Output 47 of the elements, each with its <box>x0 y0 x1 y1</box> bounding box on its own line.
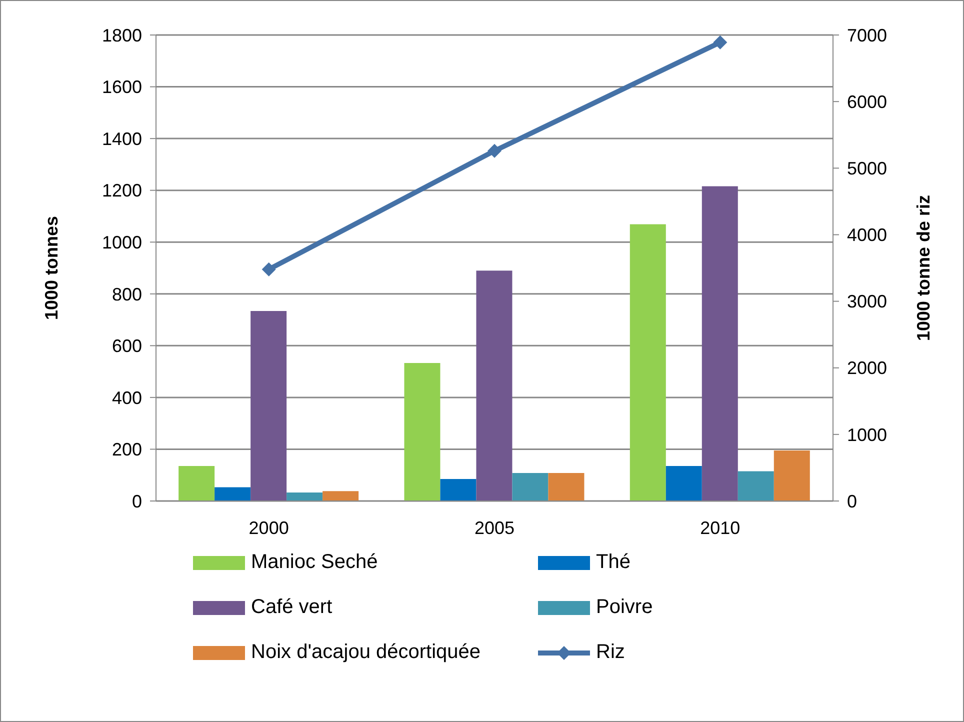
bar <box>630 224 666 501</box>
x-tick-label: 2000 <box>248 518 289 538</box>
point <box>713 35 728 50</box>
bar <box>214 487 251 501</box>
y2-axis-title: 1000 tonne de riz <box>913 194 934 342</box>
y2-tick-label: 1000 <box>847 424 888 445</box>
point <box>488 144 502 158</box>
y2-tick-label: 6000 <box>847 92 888 112</box>
legend-label: Café vert <box>251 596 332 619</box>
legend-label: Noix d'acajou décortiquée <box>251 641 481 664</box>
y-tick-label: 1400 <box>102 128 142 149</box>
legend-label: Thé <box>596 551 630 574</box>
bar <box>666 466 702 501</box>
y-tick-label: 1200 <box>102 180 142 201</box>
bar <box>476 270 512 501</box>
y2-tick-label: 4000 <box>847 225 888 246</box>
y2-tick-label: 5000 <box>847 158 888 179</box>
legend-label: Riz <box>596 641 625 664</box>
legend-label: Poivre <box>596 596 653 619</box>
y-axis-title: 1000 tonnes <box>41 216 62 320</box>
y-tick-label: 400 <box>112 388 142 408</box>
bar <box>250 310 287 501</box>
y2-tick-label: 7000 <box>847 25 888 46</box>
y-tick-label: 0 <box>132 491 142 512</box>
bar <box>178 466 215 501</box>
point <box>262 262 276 276</box>
legend-label: Manioc Seché <box>251 551 378 574</box>
bar <box>702 186 738 501</box>
y-tick-label: 1800 <box>102 25 142 46</box>
bar <box>738 471 774 501</box>
y-tick-label: 800 <box>112 284 142 304</box>
bar <box>512 473 548 501</box>
y-tick-label: 1600 <box>102 77 142 98</box>
bar <box>404 363 440 501</box>
bar <box>440 478 476 501</box>
y2-tick-label: 0 <box>847 491 858 512</box>
y-tick-label: 1000 <box>102 232 142 252</box>
x-tick-label: 2005 <box>474 518 515 538</box>
x-tick-label: 2010 <box>700 518 740 538</box>
y-tick-label: 200 <box>112 440 142 460</box>
y2-tick-label: 2000 <box>847 358 888 378</box>
y-tick-label: 600 <box>112 336 142 356</box>
bar <box>548 473 584 501</box>
bar <box>774 450 810 501</box>
bar <box>286 492 323 501</box>
y2-tick-label: 3000 <box>847 292 888 312</box>
bar <box>322 491 359 501</box>
